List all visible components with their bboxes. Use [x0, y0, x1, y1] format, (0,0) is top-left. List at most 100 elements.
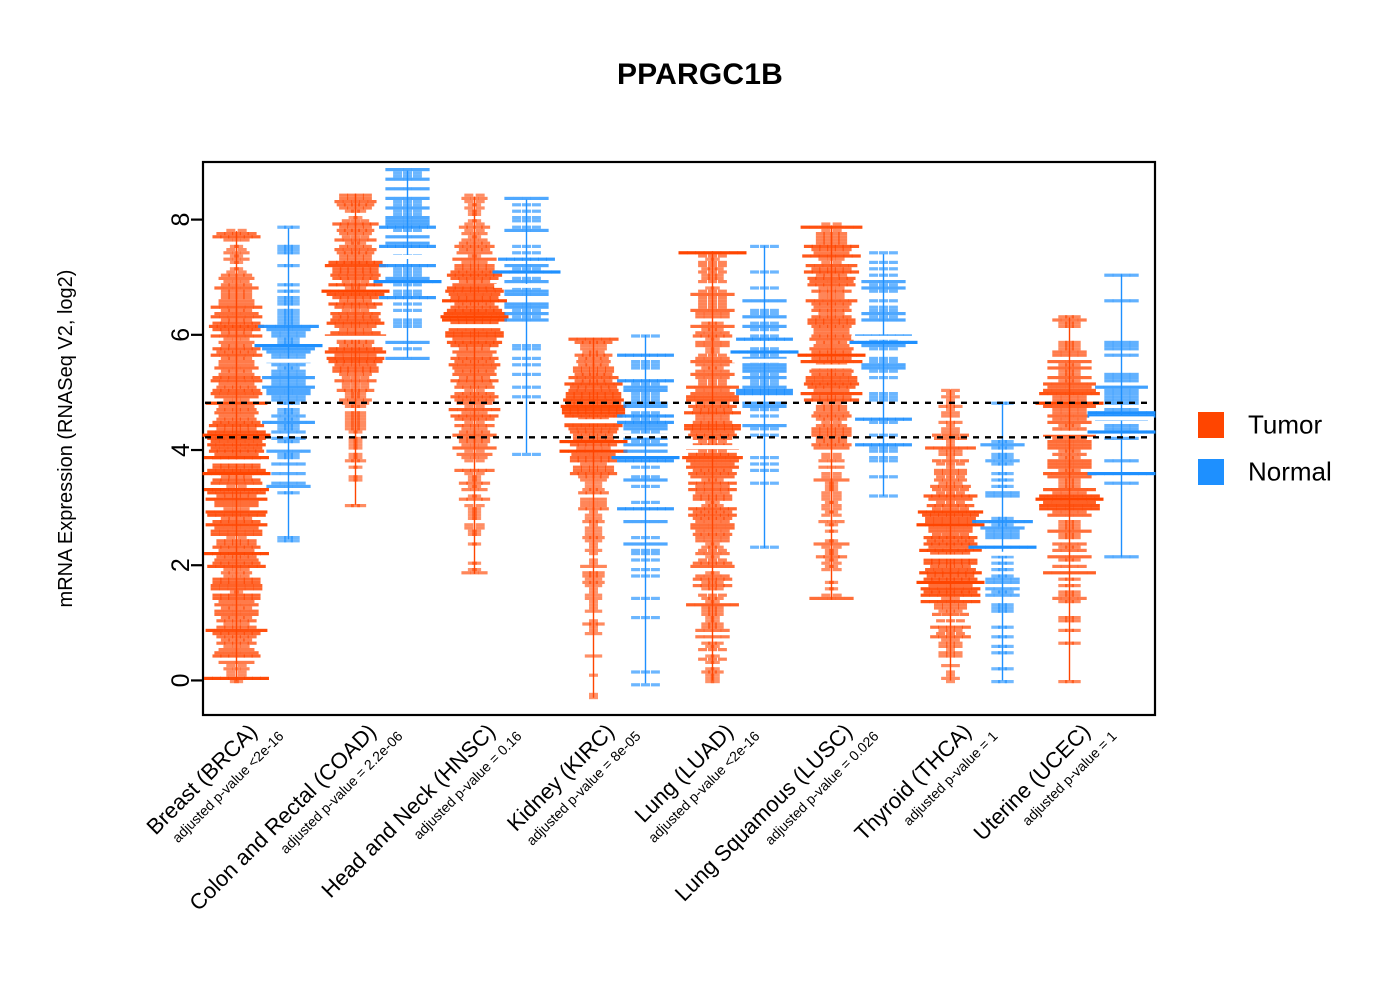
data-point — [522, 292, 531, 296]
data-point — [968, 542, 978, 546]
data-point — [375, 321, 385, 325]
data-point — [344, 459, 354, 463]
data-point — [692, 494, 702, 498]
data-point — [236, 529, 246, 533]
data-point — [830, 440, 840, 444]
data-point — [450, 318, 460, 322]
data-point — [704, 513, 714, 517]
data-point — [339, 193, 349, 197]
data-point — [522, 356, 531, 360]
data-point — [1065, 593, 1074, 597]
data-point — [351, 395, 360, 399]
data-point — [879, 392, 888, 396]
data-point — [458, 379, 468, 383]
data-point — [271, 436, 281, 440]
data-point — [803, 270, 813, 274]
data-point — [1051, 488, 1061, 492]
data-point — [585, 472, 595, 476]
data-point — [894, 417, 904, 421]
data-point — [284, 424, 293, 428]
data-point — [504, 318, 514, 322]
data-point — [966, 510, 976, 514]
data-point — [965, 574, 975, 578]
data-point — [1073, 504, 1083, 508]
data-point — [993, 580, 1003, 584]
data-point — [1112, 273, 1122, 277]
data-point — [373, 283, 383, 287]
data-point — [220, 235, 230, 239]
data-point — [694, 459, 704, 463]
data-point — [375, 356, 385, 360]
data-point — [705, 337, 715, 341]
data-point — [357, 404, 367, 408]
data-point — [223, 564, 233, 568]
data-point — [1129, 353, 1139, 357]
data-point — [869, 273, 879, 277]
data-point — [589, 497, 598, 501]
data-point — [279, 353, 289, 357]
data-point — [1004, 625, 1014, 629]
data-point — [938, 641, 948, 645]
data-point — [220, 593, 230, 597]
data-point — [991, 568, 1001, 572]
data-point — [879, 398, 888, 402]
data-point — [395, 244, 405, 248]
data-point — [1071, 321, 1081, 325]
data-point — [946, 577, 955, 581]
data-point — [1065, 321, 1074, 325]
data-point — [454, 369, 464, 373]
data-point — [270, 347, 280, 351]
legend-swatch-normal — [1198, 459, 1224, 485]
data-point — [879, 308, 888, 312]
data-point — [466, 241, 476, 245]
data-point — [381, 280, 391, 284]
data-point — [347, 369, 357, 373]
data-point — [760, 427, 769, 431]
data-point — [462, 264, 472, 268]
data-point — [420, 206, 430, 210]
data-point — [1071, 369, 1081, 373]
data-point — [832, 513, 842, 517]
data-point — [475, 222, 485, 226]
data-point — [411, 276, 421, 280]
data-point — [1104, 555, 1114, 559]
data-point — [941, 472, 951, 476]
data-point — [279, 347, 289, 351]
data-point — [648, 507, 658, 511]
data-point — [236, 382, 246, 386]
data-point — [266, 449, 276, 453]
data-point — [573, 395, 583, 399]
data-point — [290, 417, 300, 421]
data-point — [453, 331, 463, 335]
data-point — [827, 289, 836, 293]
data-point — [236, 363, 246, 367]
data-point — [247, 641, 257, 645]
data-point — [343, 251, 353, 255]
data-point — [245, 340, 255, 344]
data-point — [403, 203, 412, 207]
data-point — [245, 660, 255, 664]
data-point — [950, 488, 960, 492]
data-point — [1010, 536, 1020, 540]
data-point — [244, 446, 254, 450]
data-point — [464, 526, 474, 530]
data-point — [838, 238, 848, 242]
data-point — [744, 392, 754, 396]
data-point — [821, 456, 831, 460]
data-point — [650, 475, 660, 479]
data-point — [253, 529, 263, 533]
data-point — [357, 424, 367, 428]
data-point — [1077, 411, 1087, 415]
data-point — [768, 385, 778, 389]
data-point — [960, 536, 970, 540]
data-point — [232, 411, 241, 415]
data-point — [1065, 376, 1074, 380]
data-point — [1095, 430, 1105, 434]
data-point — [888, 456, 898, 460]
data-point — [811, 443, 821, 447]
data-point — [926, 504, 936, 508]
data-point — [581, 401, 591, 405]
data-point — [1121, 414, 1131, 418]
data-point — [259, 488, 269, 492]
data-point — [585, 356, 595, 360]
